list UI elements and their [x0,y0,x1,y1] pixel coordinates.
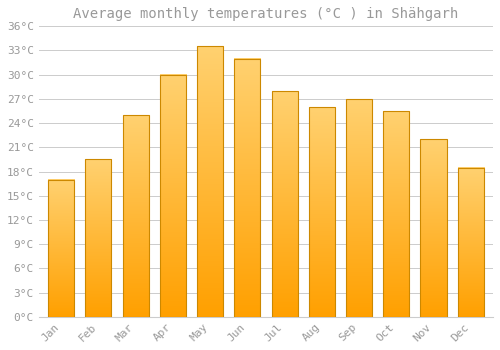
Title: Average monthly temperatures (°C ) in Shähgarh: Average monthly temperatures (°C ) in Sh… [74,7,458,21]
Bar [420,139,446,317]
Bar [458,168,483,317]
Bar [197,47,223,317]
Bar [122,115,148,317]
Bar [86,160,112,317]
Bar [346,99,372,317]
Bar [308,107,335,317]
Bar [383,111,409,317]
Bar [272,91,297,317]
Bar [48,180,74,317]
Bar [234,58,260,317]
Bar [160,75,186,317]
